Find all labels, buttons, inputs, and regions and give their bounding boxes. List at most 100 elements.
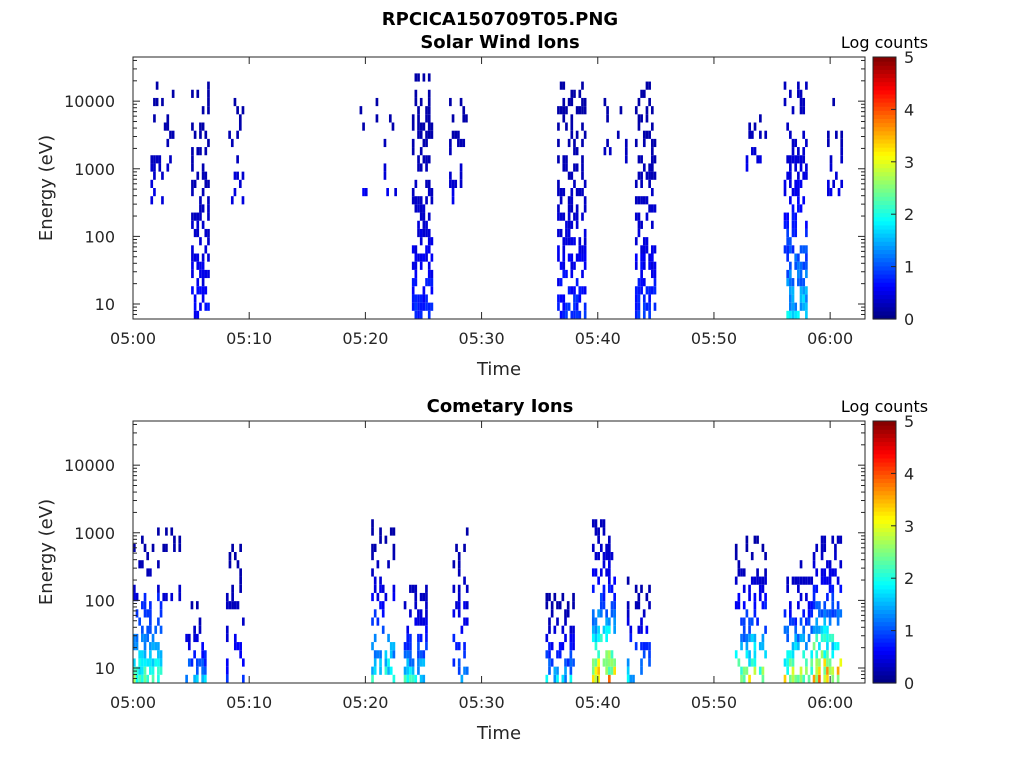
heatmap-cell <box>567 212 571 221</box>
heatmap-cell <box>602 519 606 528</box>
heatmap-cell <box>791 576 795 585</box>
heatmap-cell <box>634 286 638 295</box>
colorbar-segment <box>873 253 896 259</box>
heatmap-cell <box>460 625 464 634</box>
heatmap-cell <box>195 658 199 667</box>
heatmap-cell <box>826 650 829 659</box>
heatmap-cell <box>783 625 787 634</box>
heatmap-cell <box>637 625 641 634</box>
colorbar-segment <box>873 650 896 655</box>
heatmap-cell <box>805 592 808 602</box>
colorbar-segment <box>873 666 896 672</box>
heatmap-cell <box>454 179 458 188</box>
heatmap-cell <box>171 89 175 98</box>
heatmap-cell <box>569 674 573 683</box>
heatmap-cell <box>559 261 563 270</box>
heatmap-cell <box>207 138 210 148</box>
x-tick-label: 05:20 <box>342 693 388 712</box>
heatmap-cell <box>153 163 156 172</box>
heatmap-cell <box>419 261 423 270</box>
heatmap-cell <box>648 261 651 270</box>
heatmap-cell <box>562 261 566 270</box>
heatmap-cell <box>794 138 798 148</box>
y-tick-label: 1000 <box>74 524 115 543</box>
heatmap-cell <box>648 81 651 90</box>
colorbar-segment <box>873 580 896 586</box>
colorbar-segment <box>873 511 896 516</box>
heatmap-cell <box>650 253 654 262</box>
heatmap-cell <box>196 310 200 319</box>
heatmap-cell <box>425 245 428 254</box>
heatmap-cell <box>371 642 374 651</box>
heatmap-cell <box>642 163 646 172</box>
heatmap-cell <box>583 106 587 115</box>
heatmap-cell <box>640 278 643 287</box>
heatmap-cell <box>149 609 152 618</box>
heatmap-cell <box>758 576 762 585</box>
heatmap-cell <box>550 658 554 667</box>
heatmap-cell <box>422 302 426 311</box>
heatmap-cell <box>802 633 806 643</box>
heatmap-cell <box>155 81 159 90</box>
heatmap-cell <box>376 592 380 602</box>
heatmap-cell <box>823 576 827 585</box>
heatmap-cell <box>452 560 456 569</box>
colorbar-segment <box>873 138 896 144</box>
heatmap-cell <box>204 302 208 311</box>
heatmap-cell <box>634 253 638 262</box>
heatmap-cell <box>371 674 374 683</box>
heatmap-cell <box>812 584 816 593</box>
heatmap-cell <box>613 625 616 634</box>
heatmap-cell <box>233 171 237 180</box>
heatmap-cell <box>392 650 396 659</box>
heatmap-cell <box>815 674 819 683</box>
heatmap-cell <box>815 584 819 593</box>
heatmap-cell <box>463 666 466 675</box>
colorbar-tick-label: 4 <box>904 464 914 483</box>
colorbar-segment <box>873 306 896 312</box>
heatmap-cell <box>637 592 641 602</box>
heatmap-cell <box>734 650 738 659</box>
heatmap-cell <box>789 196 792 205</box>
heatmap-cell <box>169 155 172 164</box>
heatmap-cell <box>613 666 616 675</box>
heatmap-cell <box>740 568 743 577</box>
heatmap-cell <box>556 617 559 626</box>
heatmap-cell <box>753 658 757 667</box>
heatmap-cell <box>745 535 749 544</box>
heatmap-cell <box>548 642 551 651</box>
heatmap-cell <box>419 212 423 221</box>
heatmap-cell <box>575 278 579 287</box>
heatmap-cell <box>373 609 377 618</box>
heatmap-cell <box>375 114 379 123</box>
colorbar-segment <box>873 478 896 483</box>
heatmap-cell <box>834 552 837 561</box>
heatmap-cell <box>591 666 595 675</box>
heatmap-cell <box>759 130 762 139</box>
heatmap-cell <box>815 543 819 552</box>
heatmap-cell <box>797 147 800 156</box>
heatmap-cell <box>419 122 423 131</box>
heatmap-cell <box>626 666 630 675</box>
heatmap-cell <box>794 302 798 311</box>
heatmap-cell <box>422 592 426 602</box>
heatmap-cell <box>425 253 428 262</box>
heatmap-cell <box>650 261 654 270</box>
heatmap-cell <box>578 89 582 98</box>
heatmap-cell <box>414 278 418 287</box>
heatmap-cell <box>653 302 657 311</box>
heatmap-cell <box>786 212 790 221</box>
heatmap-cell <box>207 196 210 205</box>
heatmap-cell <box>642 253 646 262</box>
heatmap-cell <box>146 625 150 634</box>
colorbar-segment <box>873 552 896 557</box>
x-tick-label: 05:50 <box>691 693 737 712</box>
heatmap-cell <box>207 237 210 246</box>
colorbar-segment <box>873 290 896 296</box>
heatmap-cell <box>820 576 824 585</box>
heatmap-cell <box>392 584 396 593</box>
heatmap-cell <box>836 576 840 585</box>
heatmap-cell <box>581 188 584 197</box>
heatmap-cell <box>640 642 643 651</box>
colorbar-tick-label: 0 <box>904 310 914 329</box>
